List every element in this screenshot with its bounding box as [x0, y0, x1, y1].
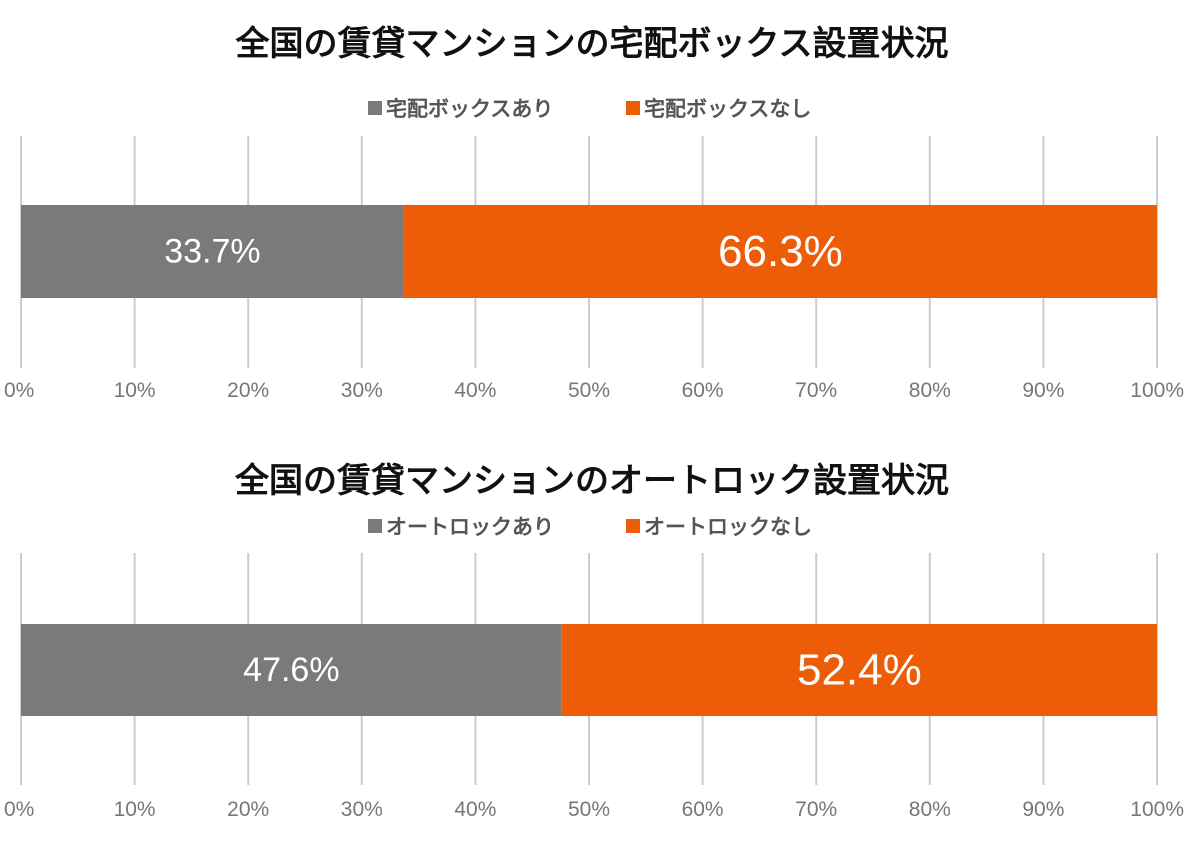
chart-title: 全国の賃貸マンションのオートロック設置状況 [234, 461, 949, 501]
bar-segment [561, 624, 1157, 716]
legend-label: オートロックなし [644, 515, 812, 539]
legend-swatch [368, 101, 382, 115]
x-tick-label: 80% [909, 379, 951, 402]
bar-value-label: 47.6% [243, 651, 339, 689]
x-tick-label: 20% [227, 379, 269, 402]
x-tick-label: 70% [795, 379, 837, 402]
x-tick-label: 50% [568, 379, 610, 402]
x-tick-label: 100% [1130, 798, 1184, 821]
legend: 宅配ボックスあり 宅配ボックスなし [368, 97, 811, 121]
x-tick-label: 60% [682, 379, 724, 402]
legend-label: 宅配ボックスあり [386, 97, 553, 121]
auto-lock-chart: 全国の賃貸マンションのオートロック設置状況 オートロックあり オートロックなし … [4, 461, 1184, 821]
bars: 33.7% 66.3% [21, 205, 1157, 298]
x-tick-label: 20% [227, 798, 269, 821]
bar-segment [403, 205, 1157, 298]
x-tick-label: 40% [454, 379, 496, 402]
x-tick-label: 10% [114, 798, 156, 821]
bar-segment [21, 624, 562, 716]
x-axis-ticks: 0% 10% 20% 30% 40% 50% 60% 70% 80% 90% 100% [4, 798, 1184, 821]
legend: オートロックあり オートロックなし [368, 515, 812, 539]
x-tick-label: 0% [4, 798, 34, 821]
x-tick-label: 60% [682, 798, 724, 821]
legend-label: 宅配ボックスなし [644, 97, 811, 121]
x-tick-label: 30% [341, 379, 383, 402]
x-tick-label: 30% [341, 798, 383, 821]
bar-value-label: 66.3% [718, 227, 843, 276]
bar-value-label: 52.4% [797, 646, 922, 695]
x-tick-label: 70% [795, 798, 837, 821]
chart-title: 全国の賃貸マンションの宅配ボックス設置状況 [235, 24, 949, 64]
bar-value-label: 33.7% [164, 233, 260, 271]
legend-swatch [626, 101, 640, 115]
bars: 47.6% 52.4% [21, 624, 1157, 716]
x-tick-label: 90% [1022, 379, 1064, 402]
legend-swatch [368, 519, 382, 533]
x-axis-ticks: 0% 10% 20% 30% 40% 50% 60% 70% 80% 90% 100% [4, 379, 1184, 402]
x-tick-label: 100% [1130, 379, 1184, 402]
bar-segment [21, 205, 404, 298]
delivery-box-chart: 全国の賃貸マンションの宅配ボックス設置状況 宅配ボックスあり 宅配ボックスなし … [4, 24, 1184, 402]
legend-label: オートロックあり [386, 515, 554, 539]
x-tick-label: 50% [568, 798, 610, 821]
legend-swatch [626, 519, 640, 533]
x-tick-label: 40% [454, 798, 496, 821]
x-tick-label: 80% [909, 798, 951, 821]
x-tick-label: 0% [4, 379, 34, 402]
x-tick-label: 90% [1022, 798, 1064, 821]
x-tick-label: 10% [114, 379, 156, 402]
